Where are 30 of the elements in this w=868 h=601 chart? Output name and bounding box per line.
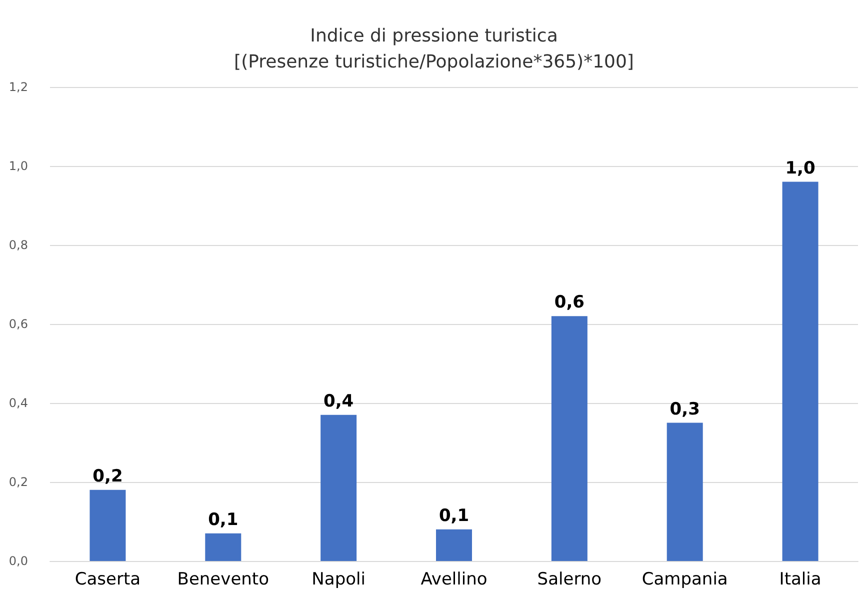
bar	[320, 414, 357, 561]
bar	[436, 529, 472, 561]
bar	[205, 533, 242, 561]
x-tick-label: Italia	[779, 570, 822, 590]
x-tick-label: Napoli	[312, 570, 366, 590]
y-tick-label: 0,6	[8, 317, 28, 331]
x-tick-label: Salerno	[537, 570, 602, 590]
x-tick-label: Caserta	[74, 570, 141, 590]
bar	[782, 182, 818, 561]
bar	[666, 422, 703, 561]
data-label: 0,1	[208, 510, 238, 530]
y-tick-label: 1,2	[8, 80, 28, 94]
data-label: 1,0	[785, 158, 816, 178]
chart-subtitle: [(Presenze turistiche/Popolazione*365)*100]	[234, 52, 634, 72]
y-tick-label: 0,4	[8, 396, 28, 410]
bar	[551, 316, 588, 561]
data-label: 0,6	[554, 292, 584, 313]
y-tick-label: 0,8	[8, 238, 28, 252]
data-label: 0,4	[324, 391, 354, 412]
chart-title: Indice di pressione turistica	[310, 26, 558, 46]
y-tick-label: 1,0	[8, 159, 28, 173]
data-label: 0,3	[670, 399, 700, 420]
x-tick-label: Campania	[642, 570, 728, 590]
y-tick-label: 0,2	[8, 475, 28, 489]
data-label: 0,2	[92, 466, 123, 486]
x-tick-label: Avellino	[420, 570, 488, 590]
bar	[90, 490, 126, 561]
data-label: 0,1	[438, 506, 470, 526]
y-tick-label: 0,0	[8, 554, 28, 568]
x-tick-label: Benevento	[177, 570, 269, 590]
